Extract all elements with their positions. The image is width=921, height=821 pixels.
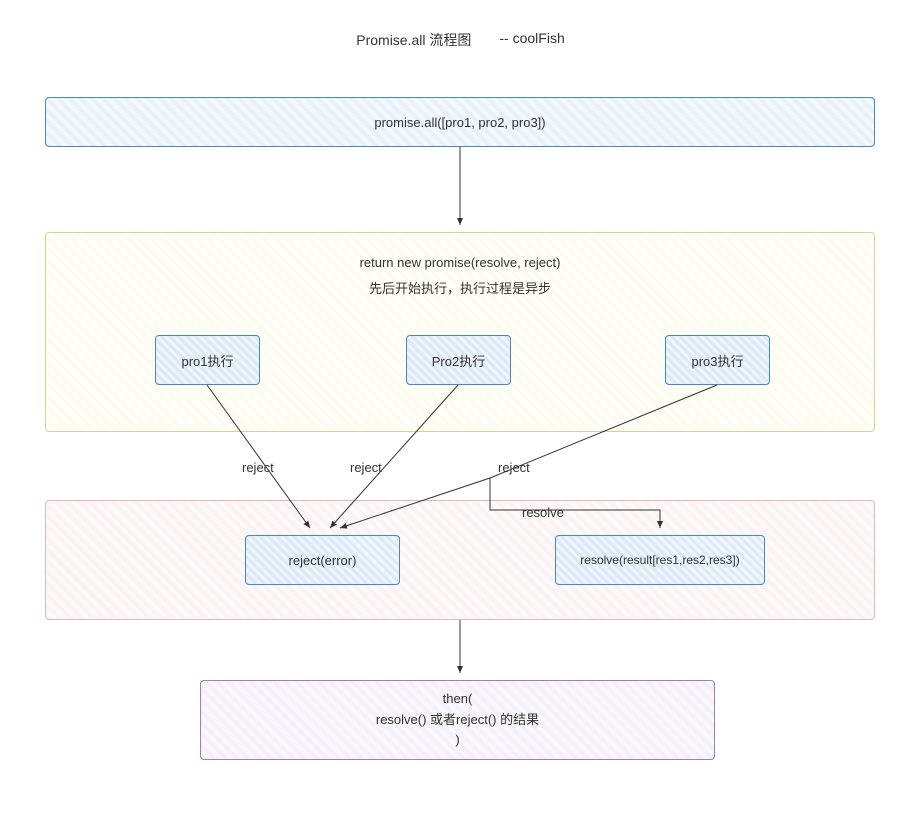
node-pro3: pro3执行 bbox=[665, 335, 770, 385]
node-pro1: pro1执行 bbox=[155, 335, 260, 385]
return-group-line1: return new promise(resolve, reject) bbox=[360, 255, 561, 270]
node-then: then( resolve() 或者reject() 的结果 ) bbox=[200, 680, 715, 760]
node-return-group: return new promise(resolve, reject) 先后开始… bbox=[45, 232, 875, 432]
node-reject-error-label: reject(error) bbox=[289, 553, 357, 568]
title-row: Promise.all 流程图 -- coolFish bbox=[0, 30, 921, 50]
title-author: -- coolFish bbox=[499, 30, 564, 50]
return-group-line2: 先后开始执行，执行过程是异步 bbox=[369, 278, 551, 297]
node-reject-error: reject(error) bbox=[245, 535, 400, 585]
node-resolve-result-label: resolve(result[res1,res2,res3]) bbox=[580, 553, 739, 567]
edge-label-reject3: reject bbox=[498, 460, 530, 475]
node-pro2: Pro2执行 bbox=[406, 335, 511, 385]
title-main: Promise.all 流程图 bbox=[356, 30, 471, 50]
edge-label-reject1: reject bbox=[242, 460, 274, 475]
diagram-canvas: Promise.all 流程图 -- coolFish promise.all(… bbox=[0, 0, 921, 821]
node-promise-all-label: promise.all([pro1, pro2, pro3]) bbox=[374, 115, 545, 130]
node-pro2-label: Pro2执行 bbox=[432, 351, 485, 370]
edge-label-reject2: reject bbox=[350, 460, 382, 475]
node-pro1-label: pro1执行 bbox=[181, 351, 233, 370]
node-then-label: then( resolve() 或者reject() 的结果 ) bbox=[376, 689, 539, 751]
node-pro3-label: pro3执行 bbox=[691, 351, 743, 370]
node-resolve-result: resolve(result[res1,res2,res3]) bbox=[555, 535, 765, 585]
node-promise-all: promise.all([pro1, pro2, pro3]) bbox=[45, 97, 875, 147]
edge-label-resolve: resolve bbox=[522, 505, 564, 520]
